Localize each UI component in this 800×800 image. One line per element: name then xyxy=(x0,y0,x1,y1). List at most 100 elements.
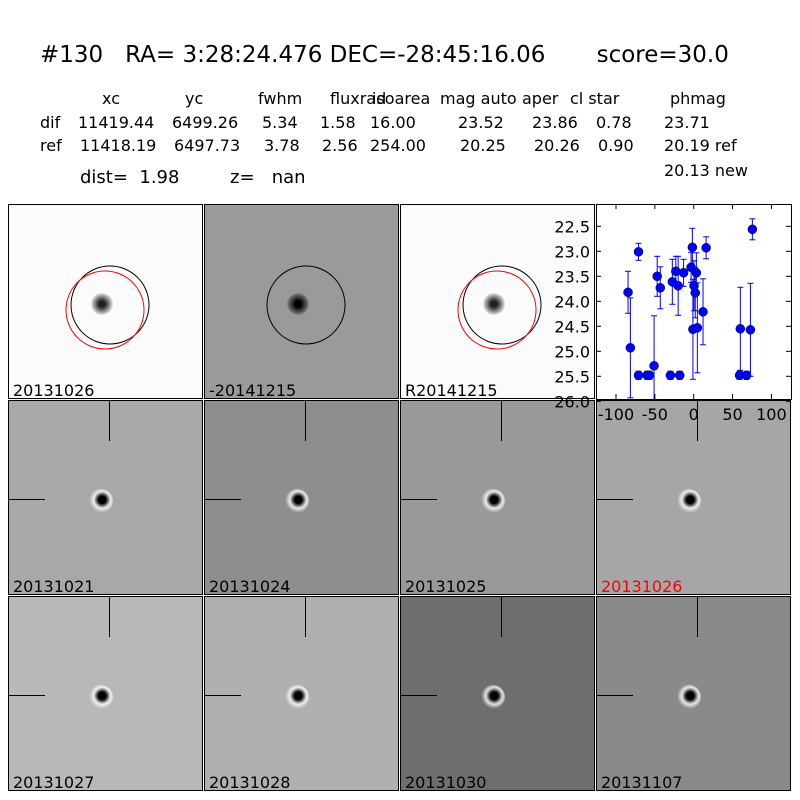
data-point xyxy=(655,266,666,310)
point-marker xyxy=(745,325,756,335)
x-tick-label: -50 xyxy=(642,405,668,424)
point-marker xyxy=(678,268,689,278)
y-tick-label: 24.5 xyxy=(554,317,590,336)
cutout-date-label: R20141215 xyxy=(405,381,498,399)
column-header: aper xyxy=(522,89,559,108)
aperture-circles xyxy=(65,265,150,350)
point-marker xyxy=(649,361,659,371)
cutout-image: 20131107 xyxy=(596,596,791,791)
data-point xyxy=(734,370,745,381)
x-tick-label: 50 xyxy=(722,405,742,424)
source-blob xyxy=(677,685,701,709)
cutout-image: 20131024 xyxy=(204,400,399,595)
cutout-image: 20131026 xyxy=(8,204,203,399)
data-point xyxy=(687,227,698,267)
cutout-image: -20141215 xyxy=(204,204,399,399)
column-header: mag auto xyxy=(440,89,517,108)
crosshair-vertical xyxy=(501,597,502,637)
cutout-image: R20141215 xyxy=(400,204,595,399)
ref-cell: 20.26 xyxy=(534,136,580,155)
cutout-date-label: 20131028 xyxy=(209,773,291,791)
y-tick-label: 25.5 xyxy=(554,367,590,386)
ref-cell: 11418.19 xyxy=(80,136,157,155)
source-blob xyxy=(481,489,505,513)
cutout-image: 20131021 xyxy=(8,400,203,595)
dif-cell: 6499.26 xyxy=(172,113,239,132)
point-marker xyxy=(735,324,746,334)
cutout-date-label: 20131026 xyxy=(601,577,683,595)
point-marker xyxy=(691,268,702,278)
dif-cell: 23.52 xyxy=(458,113,504,132)
point-marker xyxy=(633,370,644,381)
cutout-image: 20131025 xyxy=(400,400,595,595)
cutout-image: 20131027 xyxy=(8,596,203,791)
x-tick-label: -100 xyxy=(598,405,634,424)
data-point xyxy=(741,370,752,381)
dif-cell: 5.34 xyxy=(262,113,298,132)
cutout-image: 20131026 xyxy=(596,400,791,595)
source-blob xyxy=(91,293,113,315)
column-header: phmag xyxy=(670,89,726,108)
point-marker xyxy=(741,370,752,381)
point-marker xyxy=(747,224,758,235)
y-tick-label: 23.0 xyxy=(554,242,590,261)
column-header: fwhm xyxy=(258,89,303,108)
point-marker xyxy=(655,283,666,293)
point-marker xyxy=(625,343,636,353)
source-blob xyxy=(483,293,505,315)
dif-cell: 23.86 xyxy=(532,113,578,132)
point-marker xyxy=(701,243,711,253)
point-marker xyxy=(674,370,685,381)
data-point xyxy=(674,370,685,381)
crosshair-vertical xyxy=(109,597,110,637)
cutout-date-label: -20141215 xyxy=(209,381,297,399)
dif-cell: 1.58 xyxy=(320,113,356,132)
ref-cell: 20.25 xyxy=(460,136,506,155)
column-header: cl star xyxy=(570,89,620,108)
y-tick-label: 23.5 xyxy=(554,267,590,286)
data-point xyxy=(644,370,655,381)
crosshair-vertical xyxy=(305,597,306,637)
source-blob xyxy=(677,489,701,513)
light-curve-chart: 22.5 23.0 23.5 24.0 24.5 25.0 25.5 26.0 -100 -50 0… xyxy=(554,204,792,424)
crosshair-horizontal xyxy=(401,499,437,500)
source-blob xyxy=(287,293,309,315)
point-marker xyxy=(665,370,676,381)
data-point xyxy=(678,258,689,287)
crosshair-horizontal xyxy=(401,695,437,696)
column-header: isoarea xyxy=(372,89,431,108)
data-point xyxy=(735,286,746,371)
source-blob xyxy=(89,685,113,709)
y-tick-label: 24.0 xyxy=(554,292,590,311)
x-tick-label: 100 xyxy=(756,405,787,424)
cutout-image: 20131030 xyxy=(400,596,595,791)
z-value: z= nan xyxy=(230,167,306,188)
ref-cell: 3.78 xyxy=(264,136,300,155)
aperture-circles xyxy=(266,265,346,345)
y-tick-label: 26.0 xyxy=(554,392,590,411)
crosshair-vertical xyxy=(109,401,110,441)
data-point xyxy=(745,282,756,377)
data-point xyxy=(623,270,633,314)
point-marker xyxy=(644,370,655,381)
aperture-circles xyxy=(457,265,542,350)
source-blob xyxy=(285,489,309,513)
cutout-date-label: 20131027 xyxy=(13,773,95,791)
cutout-date-label: 20131026 xyxy=(13,381,95,399)
ref-row-label: ref xyxy=(40,136,62,155)
column-header: xc xyxy=(102,89,120,108)
data-point xyxy=(673,255,683,316)
point-marker xyxy=(698,307,708,317)
crosshair-horizontal xyxy=(9,499,45,500)
crosshair-horizontal xyxy=(205,695,241,696)
cutout-date-label: 20131024 xyxy=(209,577,291,595)
ref-cell: 0.90 xyxy=(598,136,634,155)
data-point xyxy=(698,278,708,346)
cutout-date-label: 20131021 xyxy=(13,577,95,595)
column-header: fluxrad xyxy=(330,89,387,108)
crosshair-horizontal xyxy=(9,695,45,696)
page-title: #130 RA= 3:28:24.476 DEC=-28:45:16.06 sc… xyxy=(40,42,729,68)
dist-value: dist= 1.98 xyxy=(80,167,180,188)
dif-cell: 16.00 xyxy=(370,113,416,132)
crosshair-horizontal xyxy=(205,499,241,500)
